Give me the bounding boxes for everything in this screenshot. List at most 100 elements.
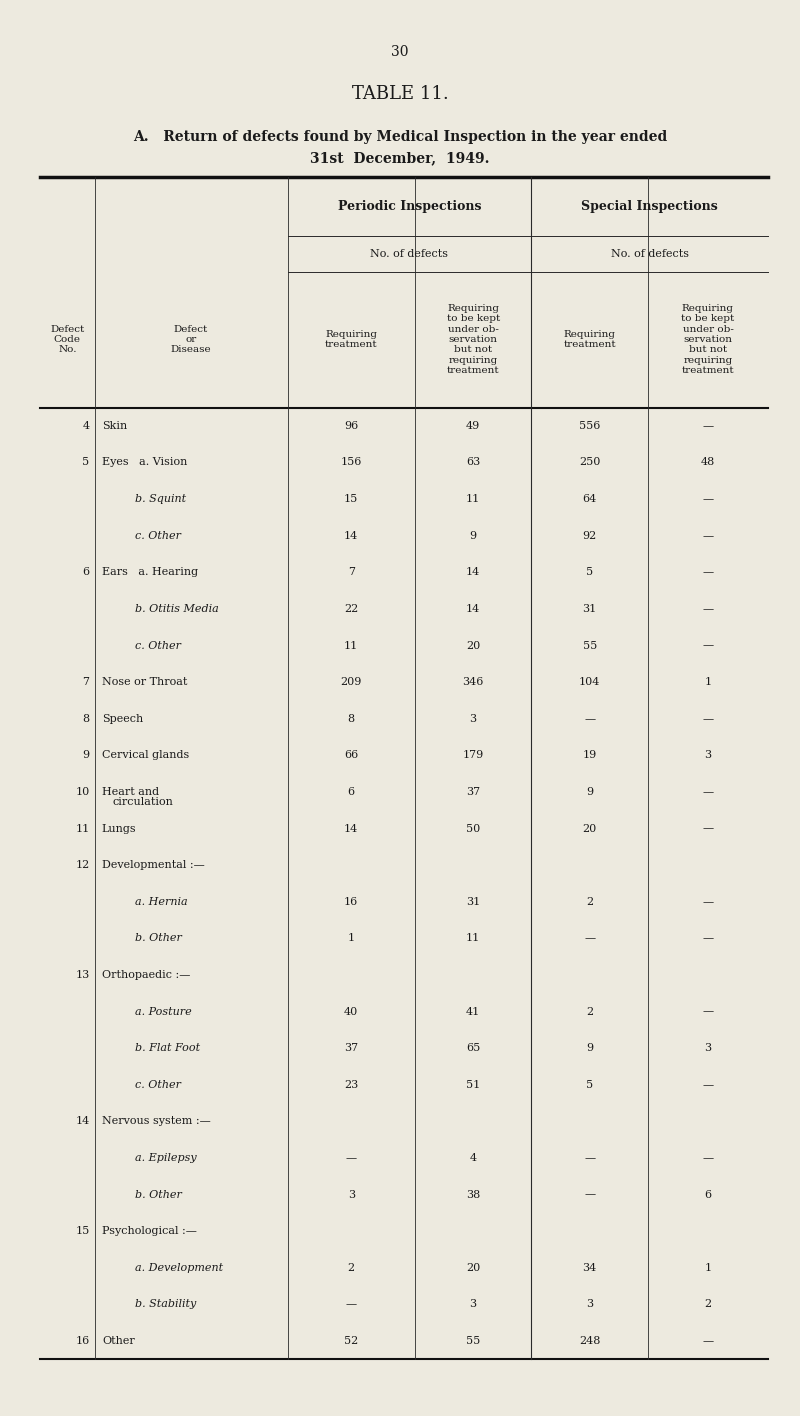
- Text: —: —: [702, 603, 714, 615]
- Text: —: —: [702, 640, 714, 650]
- Text: 19: 19: [582, 750, 597, 760]
- Text: c. Other: c. Other: [134, 531, 181, 541]
- Text: —: —: [584, 1153, 595, 1163]
- Text: Requiring
treatment: Requiring treatment: [325, 330, 378, 350]
- Text: 31: 31: [466, 896, 480, 906]
- Text: Special Inspections: Special Inspections: [582, 200, 718, 212]
- Text: —: —: [702, 933, 714, 943]
- Text: 3: 3: [704, 1044, 711, 1054]
- Text: 55: 55: [466, 1337, 480, 1347]
- Text: —: —: [702, 1007, 714, 1017]
- Text: 66: 66: [344, 750, 358, 760]
- Text: Eyes   a. Vision: Eyes a. Vision: [102, 457, 187, 467]
- Text: 8: 8: [82, 714, 90, 724]
- Text: 14: 14: [344, 531, 358, 541]
- Text: 14: 14: [466, 568, 480, 578]
- Text: Defect
or
Disease: Defect or Disease: [170, 324, 211, 354]
- Text: —: —: [584, 933, 595, 943]
- Text: 3: 3: [470, 714, 477, 724]
- Text: c. Other: c. Other: [134, 1080, 181, 1090]
- Text: 15: 15: [344, 494, 358, 504]
- Text: 50: 50: [466, 824, 480, 834]
- Text: Orthopaedic :—: Orthopaedic :—: [102, 970, 190, 980]
- Text: —: —: [584, 714, 595, 724]
- Text: 5: 5: [82, 457, 90, 467]
- Text: 23: 23: [344, 1080, 358, 1090]
- Text: 3: 3: [348, 1189, 354, 1199]
- Text: 13: 13: [75, 970, 90, 980]
- Text: Skin: Skin: [102, 421, 127, 430]
- Text: a. Hernia: a. Hernia: [134, 896, 187, 906]
- Text: 6: 6: [348, 787, 354, 797]
- Text: —: —: [702, 1337, 714, 1347]
- Text: 11: 11: [344, 640, 358, 650]
- Text: 30: 30: [391, 45, 409, 59]
- Text: Requiring
treatment: Requiring treatment: [563, 330, 616, 350]
- Text: 3: 3: [704, 750, 711, 760]
- Text: 156: 156: [341, 457, 362, 467]
- Text: 41: 41: [466, 1007, 480, 1017]
- Text: Developmental :—: Developmental :—: [102, 860, 205, 871]
- Text: 16: 16: [344, 896, 358, 906]
- Text: Lungs: Lungs: [102, 824, 137, 834]
- Text: Ears   a. Hearing: Ears a. Hearing: [102, 568, 198, 578]
- Text: a. Posture: a. Posture: [134, 1007, 191, 1017]
- Text: 20: 20: [466, 640, 480, 650]
- Text: Periodic Inspections: Periodic Inspections: [338, 200, 482, 212]
- Text: No. of defects: No. of defects: [610, 249, 689, 259]
- Text: 6: 6: [704, 1189, 711, 1199]
- Text: —: —: [702, 1153, 714, 1163]
- Text: 48: 48: [701, 457, 715, 467]
- Text: b. Flat Foot: b. Flat Foot: [134, 1044, 200, 1054]
- Text: b. Other: b. Other: [134, 1189, 182, 1199]
- Text: 12: 12: [75, 860, 90, 871]
- Text: 248: 248: [579, 1337, 600, 1347]
- Text: 20: 20: [466, 1263, 480, 1273]
- Text: 5: 5: [586, 1080, 594, 1090]
- Text: 14: 14: [466, 603, 480, 615]
- Text: 92: 92: [582, 531, 597, 541]
- Text: 2: 2: [348, 1263, 354, 1273]
- Text: 38: 38: [466, 1189, 480, 1199]
- Text: 8: 8: [348, 714, 354, 724]
- Text: 9: 9: [82, 750, 90, 760]
- Text: —: —: [702, 896, 714, 906]
- Text: 16: 16: [75, 1337, 90, 1347]
- Text: —: —: [702, 531, 714, 541]
- Text: 6: 6: [82, 568, 90, 578]
- Text: 7: 7: [348, 568, 354, 578]
- Text: circulation: circulation: [113, 797, 174, 807]
- Text: 49: 49: [466, 421, 480, 430]
- Text: Heart and: Heart and: [102, 787, 159, 797]
- Text: 11: 11: [466, 933, 480, 943]
- Text: 37: 37: [344, 1044, 358, 1054]
- Text: a. Development: a. Development: [134, 1263, 222, 1273]
- Text: No. of defects: No. of defects: [370, 249, 449, 259]
- Text: Speech: Speech: [102, 714, 143, 724]
- Text: 65: 65: [466, 1044, 480, 1054]
- Text: 2: 2: [586, 1007, 594, 1017]
- Text: 64: 64: [582, 494, 597, 504]
- Text: —: —: [346, 1153, 357, 1163]
- Text: b. Squint: b. Squint: [134, 494, 186, 504]
- Text: 22: 22: [344, 603, 358, 615]
- Text: Cervical glands: Cervical glands: [102, 750, 189, 760]
- Text: 2: 2: [704, 1300, 711, 1310]
- Text: A.   Return of defects found by Medical Inspection in the year ended: A. Return of defects found by Medical In…: [133, 130, 667, 144]
- Text: —: —: [702, 568, 714, 578]
- Text: 11: 11: [75, 824, 90, 834]
- Text: Nervous system :—: Nervous system :—: [102, 1116, 210, 1126]
- Text: a. Epilepsy: a. Epilepsy: [134, 1153, 196, 1163]
- Text: 40: 40: [344, 1007, 358, 1017]
- Text: 2: 2: [586, 896, 594, 906]
- Text: 96: 96: [344, 421, 358, 430]
- Text: Nose or Throat: Nose or Throat: [102, 677, 187, 687]
- Text: 51: 51: [466, 1080, 480, 1090]
- Text: 10: 10: [75, 787, 90, 797]
- Text: 104: 104: [579, 677, 600, 687]
- Text: Other: Other: [102, 1337, 134, 1347]
- Text: 14: 14: [75, 1116, 90, 1126]
- Text: 31: 31: [582, 603, 597, 615]
- Text: Psychological :—: Psychological :—: [102, 1226, 197, 1236]
- Text: —: —: [702, 421, 714, 430]
